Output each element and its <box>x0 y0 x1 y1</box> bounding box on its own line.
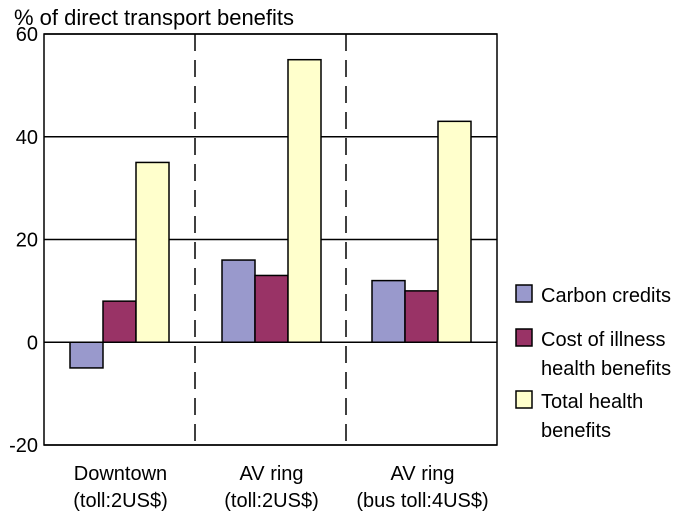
x-tick-label: (toll:2US$) <box>73 490 167 512</box>
legend-swatch <box>515 390 533 409</box>
bar <box>254 274 289 343</box>
plot-area: 60 40 20 0 -20 Downtown (toll:2US$) AV ring (tol… <box>9 24 498 512</box>
legend-label: Cost of illness <box>541 329 666 351</box>
plot-frame <box>43 33 498 446</box>
chart-title: % of direct transport benefits <box>14 5 294 30</box>
legend-label: Total health <box>541 391 643 413</box>
y-tick-label: -20 <box>9 435 38 457</box>
legend-swatch <box>515 284 533 303</box>
y-tick-label: 20 <box>16 230 38 252</box>
x-tick-label: Downtown <box>74 463 167 485</box>
legend-label: Carbon credits <box>541 285 671 307</box>
bar <box>404 290 439 343</box>
y-tick-label: 60 <box>16 24 38 46</box>
legend: Carbon credits Cost of illness health bene… <box>515 284 671 442</box>
bar <box>135 161 170 343</box>
legend-label: benefits <box>541 420 611 442</box>
x-tick-label: (bus toll:4US$) <box>356 490 488 512</box>
bar <box>437 120 472 344</box>
x-tick-label: AV ring <box>239 463 303 485</box>
bar <box>371 279 406 344</box>
bar <box>102 300 137 343</box>
bar <box>287 58 322 343</box>
x-tick-label: (toll:2US$) <box>224 490 318 512</box>
bar <box>221 259 256 343</box>
y-tick-label: 0 <box>27 332 38 354</box>
bar <box>69 341 104 369</box>
y-tick-label: 40 <box>16 127 38 149</box>
x-tick-label: AV ring <box>390 463 454 485</box>
legend-label: health benefits <box>541 358 671 380</box>
legend-swatch <box>515 328 533 347</box>
